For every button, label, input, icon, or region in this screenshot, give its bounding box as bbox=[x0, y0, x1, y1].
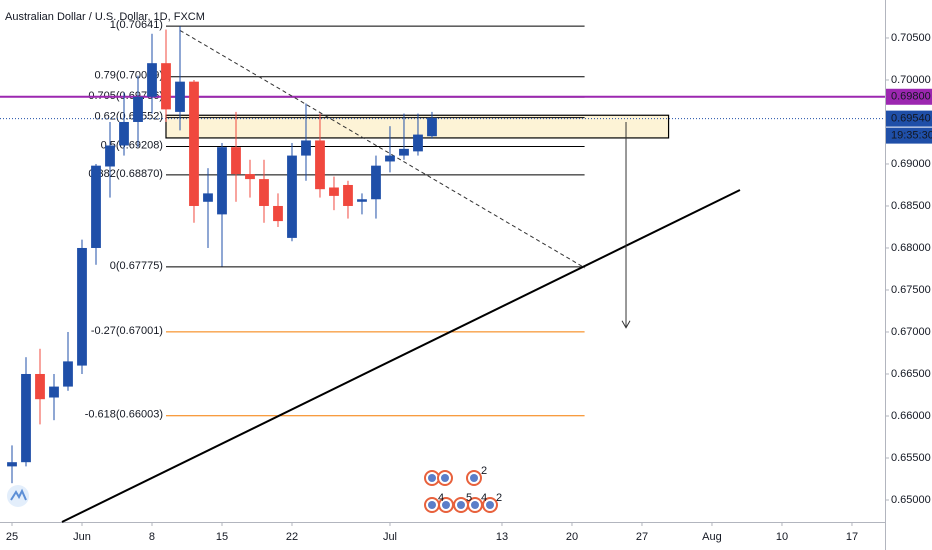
event-badge-flag bbox=[428, 474, 436, 482]
candle-body bbox=[329, 187, 339, 196]
candle-body bbox=[161, 63, 171, 110]
candle-body bbox=[77, 247, 87, 366]
x-tick-label: 15 bbox=[216, 531, 228, 543]
fib-label: -0.27(0.67001) bbox=[91, 325, 163, 337]
candle-body bbox=[7, 462, 17, 467]
arrow-head bbox=[621, 320, 631, 329]
fib-label: 0(0.67775) bbox=[110, 260, 163, 272]
candle-body bbox=[133, 96, 143, 122]
candle-body bbox=[119, 121, 129, 146]
plot-area: 1(0.70641)0.79(0.70039)0.705(0.69796)0.6… bbox=[0, 19, 885, 523]
fib-label: 0.79(0.70039) bbox=[94, 70, 163, 82]
candle-body bbox=[371, 165, 381, 200]
event-badge-count: 5 bbox=[466, 492, 472, 504]
price-box bbox=[886, 88, 932, 105]
y-tick-label: 0.70000 bbox=[891, 74, 931, 86]
price-box-label: 0.69540 bbox=[891, 113, 931, 125]
y-tick-label: 0.70500 bbox=[891, 32, 931, 44]
event-badge-flag bbox=[486, 501, 494, 509]
candle-body bbox=[399, 148, 409, 156]
countdown-label: 19:35:30 bbox=[891, 130, 932, 142]
candle-body bbox=[189, 81, 199, 206]
x-tick-label: 25 bbox=[6, 531, 18, 543]
logo-mark bbox=[10, 488, 27, 501]
event-badge-count: 2 bbox=[481, 465, 487, 477]
y-tick-label: 0.66000 bbox=[891, 410, 931, 422]
price-box bbox=[886, 110, 932, 127]
y-tick-label: 0.67000 bbox=[891, 326, 931, 338]
candle-body bbox=[147, 63, 157, 97]
fib-label: 0.62(0.69552) bbox=[94, 111, 163, 123]
y-tick-label: 0.68000 bbox=[891, 242, 931, 254]
event-badge-flag bbox=[441, 474, 449, 482]
dashed-line bbox=[179, 29, 586, 269]
candle-body bbox=[315, 140, 325, 190]
y-tick-label: 0.69000 bbox=[891, 158, 931, 170]
candle-body bbox=[21, 373, 31, 463]
event-badge-flag bbox=[470, 474, 478, 482]
candle-body bbox=[35, 373, 45, 400]
fib-label: 0.382(0.68870) bbox=[88, 168, 163, 180]
event-badge-flag bbox=[471, 501, 479, 509]
chart-title: Australian Dollar / U.S. Dollar, 1D, FXC… bbox=[5, 11, 205, 23]
candle-body bbox=[217, 147, 227, 215]
fib-label: 1(0.70641) bbox=[110, 19, 163, 31]
candle-body bbox=[343, 184, 353, 206]
trend-line bbox=[61, 189, 741, 523]
x-tick-label: 20 bbox=[566, 531, 578, 543]
candle-body bbox=[203, 193, 213, 202]
candle-body bbox=[301, 140, 311, 156]
fib-label: -0.618(0.66003) bbox=[85, 409, 163, 421]
candle-body bbox=[273, 205, 283, 222]
candle-body bbox=[385, 155, 395, 162]
fib-label: 0.5(0.69208) bbox=[101, 139, 163, 151]
candle-body bbox=[427, 117, 437, 137]
event-badge-count: 4 bbox=[438, 492, 444, 504]
x-tick-label: Jul bbox=[383, 531, 397, 543]
candle-body bbox=[413, 134, 423, 152]
candle-body bbox=[245, 174, 255, 180]
y-tick-label: 0.66500 bbox=[891, 368, 931, 380]
y-tick-label: 0.68500 bbox=[891, 200, 931, 212]
x-tick-label: Aug bbox=[702, 531, 722, 543]
candle-body bbox=[49, 386, 59, 398]
y-tick-label: 0.67500 bbox=[891, 284, 931, 296]
candle-body bbox=[357, 199, 367, 202]
y-tick-label: 0.65500 bbox=[891, 452, 931, 464]
candle-body bbox=[105, 145, 115, 167]
event-badge-flag bbox=[442, 501, 450, 509]
x-tick-label: 13 bbox=[496, 531, 508, 543]
event-badge-count: 2 bbox=[496, 492, 502, 504]
countdown-box bbox=[886, 127, 932, 144]
x-tick-label: 22 bbox=[286, 531, 298, 543]
event-badge-count: 4 bbox=[481, 492, 487, 504]
candle-body bbox=[231, 147, 241, 175]
x-tick-label: 8 bbox=[149, 531, 155, 543]
candle-body bbox=[259, 179, 269, 206]
candle-body bbox=[63, 361, 73, 387]
candle-body bbox=[91, 165, 101, 248]
x-tick-label: 17 bbox=[846, 531, 858, 543]
x-tick-label: 10 bbox=[776, 531, 788, 543]
price-box-label: 0.69800 bbox=[891, 91, 931, 103]
y-tick-label: 0.65000 bbox=[891, 494, 931, 506]
x-tick-label: Jun bbox=[73, 531, 91, 543]
candle-body bbox=[287, 155, 297, 238]
event-badge-flag bbox=[457, 501, 465, 509]
candle-body bbox=[175, 81, 185, 112]
x-tick-label: 27 bbox=[636, 531, 648, 543]
event-badge-flag bbox=[428, 501, 436, 509]
